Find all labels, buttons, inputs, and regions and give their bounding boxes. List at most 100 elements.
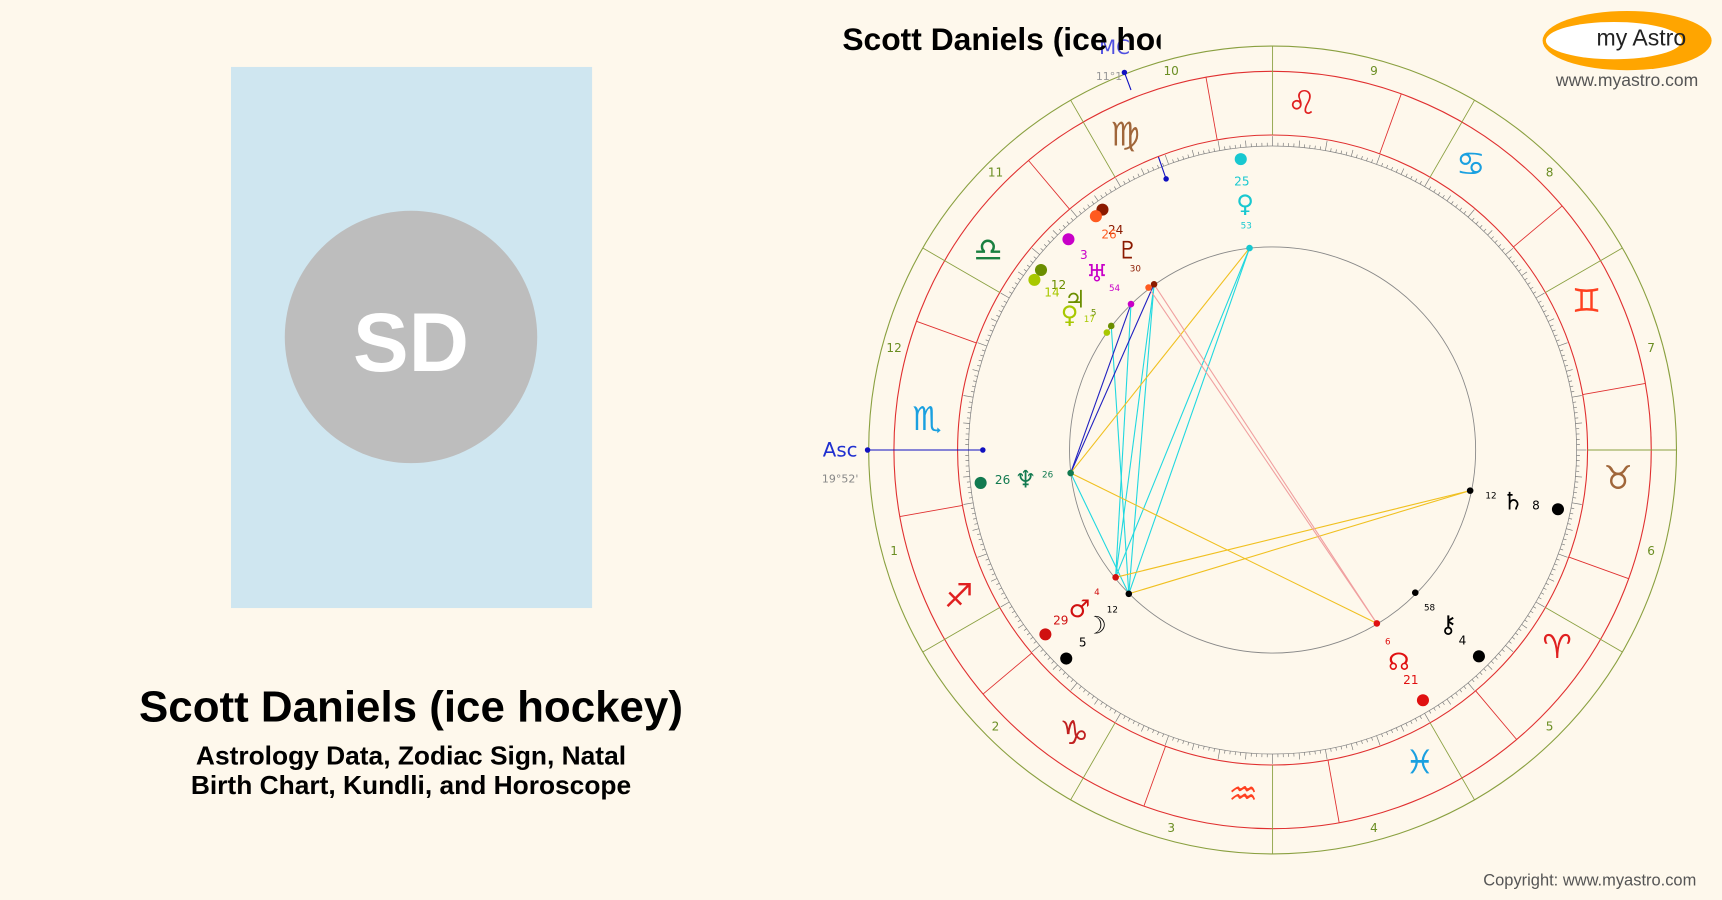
- sign-boundary: [1379, 93, 1402, 154]
- degree-tick: [1087, 204, 1090, 208]
- house-number: 4: [1370, 821, 1378, 835]
- degree-tick: [1091, 695, 1095, 699]
- degree-tick: [1381, 162, 1384, 167]
- degree-tick: [1319, 750, 1321, 754]
- house-cusp: [1545, 247, 1623, 293]
- degree-tick: [1217, 749, 1221, 760]
- planet-minute: 30: [1130, 264, 1141, 274]
- degree-tick: [1128, 178, 1131, 182]
- sign-boundary: [1327, 760, 1340, 823]
- degree-tick: [1008, 291, 1013, 294]
- aspect-line: [1128, 284, 1155, 594]
- degree-tick: [987, 563, 991, 566]
- degree-tick: [1330, 148, 1332, 152]
- planet-glyph: ♀: [1061, 301, 1079, 329]
- degree-tick: [1208, 149, 1210, 153]
- logo-inner[interactable]: [1545, 21, 1682, 60]
- degree-tick: [1428, 710, 1432, 714]
- degree-tick: [1224, 146, 1226, 150]
- degree-tick: [1003, 597, 1007, 600]
- degree-tick: [1533, 291, 1537, 294]
- degree-tick: [1575, 476, 1583, 478]
- planet-minute: 26: [1042, 471, 1054, 481]
- degree-tick: [1371, 159, 1373, 163]
- degree-tick: [1047, 657, 1051, 660]
- planet-point: [1112, 574, 1119, 581]
- degree-tick: [1177, 157, 1179, 161]
- degree-tick: [1535, 292, 1545, 299]
- degree-tick: [1564, 364, 1569, 367]
- aspect-line: [1115, 303, 1132, 578]
- planet-glyph: ♄: [1502, 488, 1524, 516]
- degree-tick: [1001, 592, 1005, 595]
- degree-tick: [987, 334, 991, 337]
- degree-tick: [1475, 675, 1479, 679]
- degree-tick: [1014, 282, 1018, 285]
- degree-tick: [1030, 260, 1034, 264]
- degree-tick: [1023, 628, 1027, 631]
- degree-tick: [1483, 668, 1487, 672]
- degree-tick: [1415, 718, 1418, 722]
- degree-tick: [1197, 151, 1200, 156]
- degree-tick: [1000, 292, 1010, 299]
- logo-text[interactable]: my Astro: [1597, 25, 1687, 51]
- house-cusp: [922, 607, 1001, 653]
- degree-tick: [1164, 154, 1169, 165]
- degree-tick: [1366, 157, 1368, 161]
- sign-glyph: ♒: [1228, 774, 1258, 813]
- degree-tick: [1558, 553, 1568, 558]
- degree-tick: [1058, 228, 1062, 232]
- logo-url[interactable]: www.myastro.com: [1555, 70, 1698, 90]
- planet-dot: [1089, 210, 1102, 223]
- degree-tick: [1395, 169, 1398, 173]
- degree-tick: [1410, 176, 1413, 180]
- degree-tick: [1182, 740, 1185, 744]
- degree-tick: [1559, 349, 1564, 352]
- degree-tick: [1030, 636, 1034, 640]
- subtitle: Astrology Data, Zodiac Sign, Natal: [196, 740, 626, 770]
- sign-glyph: ♍: [1111, 114, 1141, 153]
- degree-tick: [1033, 641, 1037, 644]
- planet-point: [1067, 469, 1074, 477]
- planet-degree: 25: [1234, 175, 1249, 189]
- degree-tick: [1350, 743, 1354, 751]
- degree-tick: [1463, 686, 1467, 690]
- degree-tick: [1017, 619, 1021, 623]
- degree-tick: [1455, 692, 1458, 696]
- degree-tick: [1011, 286, 1015, 290]
- degree-tick: [1571, 395, 1582, 398]
- degree-tick: [998, 587, 1002, 590]
- degree-tick: [1442, 195, 1445, 199]
- aspect-line: [1115, 490, 1471, 578]
- aspect-line: [1128, 490, 1471, 595]
- degree-tick: [1026, 264, 1030, 268]
- planet-dot: [1416, 694, 1429, 707]
- degree-tick: [1051, 236, 1055, 240]
- degree-tick: [1386, 731, 1389, 736]
- degree-tick: [1535, 601, 1545, 608]
- degree-tick: [1078, 686, 1082, 690]
- degree-tick: [1100, 701, 1103, 705]
- house-cusp: [1429, 722, 1475, 801]
- planet-glyph: ⚷: [1439, 611, 1457, 639]
- degree-tick: [1451, 201, 1454, 205]
- aspect-line: [1070, 472, 1378, 624]
- degree-tick: [1567, 375, 1571, 377]
- degree-tick: [1552, 329, 1556, 332]
- degree-tick: [1114, 186, 1117, 190]
- degree-tick: [991, 573, 995, 576]
- sign-boundary: [916, 320, 977, 344]
- house-cusp: [1070, 722, 1116, 801]
- degree-tick: [1361, 740, 1363, 744]
- degree-tick: [977, 533, 981, 536]
- planet-degree: 4: [1459, 633, 1467, 647]
- degree-tick: [1437, 704, 1441, 708]
- degree-tick: [1245, 140, 1247, 148]
- degree-tick: [1115, 713, 1121, 723]
- planet-point: [1411, 589, 1419, 596]
- sign-boundary: [1205, 77, 1218, 140]
- degree-tick: [1051, 660, 1055, 664]
- asc-degree: 19°52': [822, 473, 858, 486]
- sign-glyph: ♊: [1572, 281, 1602, 320]
- degree-tick: [1043, 244, 1047, 247]
